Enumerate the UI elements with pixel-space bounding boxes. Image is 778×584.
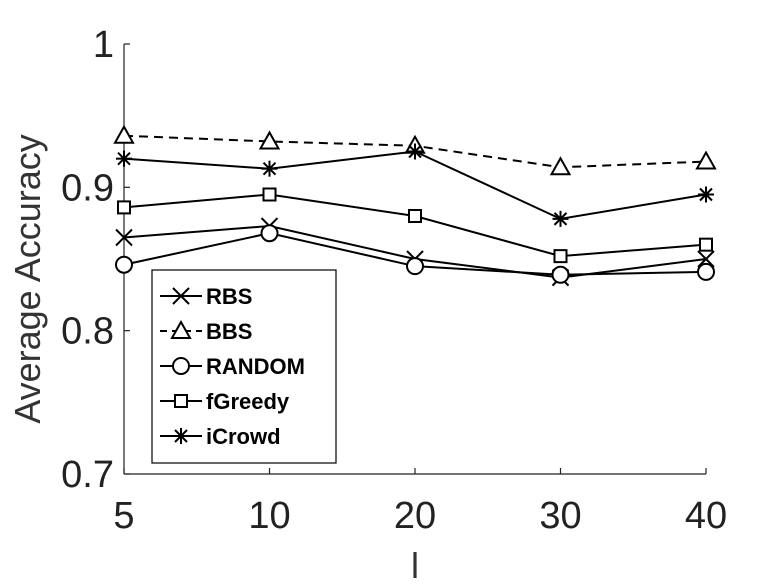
data-point-icrowd (552, 210, 569, 227)
data-point-icrowd (261, 160, 278, 177)
legend-marker (174, 394, 188, 408)
legend-item-random: RANDOM (160, 354, 305, 379)
x-tick-label: 5 (113, 495, 134, 537)
data-point-fgreedy (262, 187, 277, 202)
data-point-rbs (697, 250, 715, 268)
series-icrowd (116, 143, 714, 227)
data-point-icrowd (116, 150, 132, 167)
x-axis-title: l (411, 545, 419, 584)
data-point-random (115, 255, 133, 274)
data-point-rbs (115, 228, 133, 247)
data-point-random (406, 257, 424, 276)
data-point-bbs (695, 150, 717, 170)
data-point-random (260, 224, 279, 243)
y-tick-label: 0.8 (61, 311, 114, 353)
data-point-icrowd (407, 143, 423, 160)
legend-marker (173, 428, 189, 444)
x-tick-label: 10 (248, 495, 290, 537)
data-point-fgreedy (553, 249, 568, 264)
legend-label: RBS (206, 284, 252, 309)
legend-marker (170, 319, 192, 339)
y-tick-label: 0.7 (61, 454, 114, 496)
x-tick-label: 20 (394, 495, 436, 537)
legend-label: fGreedy (206, 389, 290, 414)
axes: 0.7 0.8 0.9 1 5 10 20 30 40 Average Accuracy l (7, 24, 727, 584)
series-line-icrowd (123, 150, 707, 220)
series-fgreedy (117, 187, 713, 264)
series-line-fgreedy (123, 193, 707, 258)
data-point-icrowd (698, 186, 714, 203)
legend-marker (172, 357, 190, 375)
data-point-bbs (549, 156, 572, 176)
legend-item-rbs: RBS (160, 284, 252, 309)
legend-marker (172, 287, 190, 305)
x-tick-label: 40 (685, 495, 727, 537)
y-axis-title: Average Accuracy (7, 134, 48, 424)
data-point-random (697, 262, 715, 281)
data-point-random (551, 265, 570, 284)
data-point-bbs (258, 130, 281, 150)
data-point-fgreedy (408, 209, 422, 223)
y-tick-label: 1 (93, 24, 114, 66)
legend-item-icrowd: iCrowd (160, 424, 281, 449)
data-point-fgreedy (117, 200, 131, 215)
x-tick-label: 30 (539, 495, 581, 537)
data-point-bbs (113, 124, 135, 144)
series-random (115, 224, 715, 284)
data-point-fgreedy (699, 237, 713, 252)
legend-label: iCrowd (206, 424, 281, 449)
legend: RBS BBS RANDOM fGreedy iCrowd (151, 269, 337, 464)
legend-item-bbs: BBS (160, 319, 252, 344)
series-layer (113, 124, 717, 287)
legend-item-fgreedy: fGreedy (160, 389, 290, 414)
legend-label: RANDOM (206, 354, 305, 379)
legend-label: BBS (206, 319, 252, 344)
y-tick-label: 0.9 (61, 167, 114, 209)
